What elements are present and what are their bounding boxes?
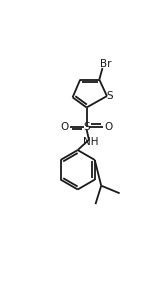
Text: NH: NH	[83, 137, 98, 147]
Text: S: S	[83, 121, 90, 132]
Text: S: S	[106, 91, 113, 101]
Text: Br: Br	[100, 59, 111, 69]
Text: O: O	[104, 121, 113, 132]
Text: O: O	[61, 121, 69, 132]
